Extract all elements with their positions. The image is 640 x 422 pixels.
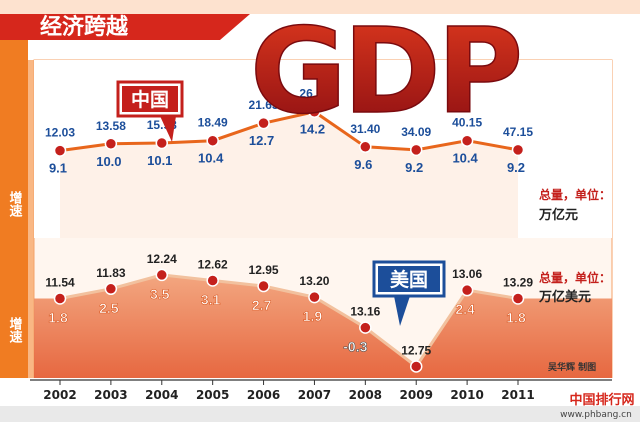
us-growth-label: 1.9 <box>303 308 323 324</box>
china-unit-note: 总量，单位： 万亿元 <box>538 187 611 223</box>
us-point <box>104 282 118 296</box>
header-title: 经济跨越 <box>40 14 129 40</box>
china-point <box>206 134 219 147</box>
china-point <box>460 134 474 147</box>
us-growth-label: 3.1 <box>201 291 221 307</box>
us-point <box>257 279 270 293</box>
china-point <box>308 105 321 118</box>
x-tick-label: 2008 <box>349 388 382 402</box>
china-point <box>359 140 372 154</box>
x-tick-label: 2009 <box>400 388 433 402</box>
us-point <box>155 268 169 282</box>
us-growth-label: -0.3 <box>343 339 367 355</box>
us-total-label: 11.54 <box>45 276 75 290</box>
us-growth-label: 2.4 <box>455 301 475 317</box>
china-total-label: 26.58 <box>299 87 329 101</box>
us-growth-label: 2.5 <box>99 300 119 316</box>
china-growth-label: 12.7 <box>249 133 274 148</box>
china-total-label: 12.03 <box>45 126 75 140</box>
china-point <box>257 116 270 130</box>
us-point <box>511 292 525 305</box>
credit-text: 吴华辉 制图 <box>548 361 596 373</box>
watermark-cn: 中国排行网 <box>569 392 634 408</box>
x-tick-label: 2003 <box>94 388 127 402</box>
china-growth-label: 9.2 <box>405 160 423 175</box>
x-tick-label: 2010 <box>450 388 483 402</box>
china-point <box>53 144 67 157</box>
china-label: 中国 <box>116 80 184 142</box>
us-total-label: 12.75 <box>401 343 431 357</box>
us-growth-area <box>34 274 612 380</box>
us-total-label: 12.95 <box>249 263 279 277</box>
us-unit: 万亿美元 <box>538 289 591 305</box>
us-total-label: 13.16 <box>350 305 380 319</box>
china-point <box>104 137 118 150</box>
us-point <box>206 274 219 287</box>
china-total-label: 总量，单位： <box>539 187 611 202</box>
us-point <box>359 321 372 334</box>
us-total-label: 总量，单位： <box>539 270 611 285</box>
us-series: 11.54 1.8 11.83 2.5 12.24 3.5 12.62 3.1 12.95 2.7… <box>45 252 533 394</box>
x-tick-label: 2011 <box>501 388 534 402</box>
us-unit-note: 总量，单位： 万亿美元 <box>538 270 611 305</box>
x-tick-label: 2004 <box>145 388 178 402</box>
china-growth-label: 9.1 <box>49 161 67 176</box>
us-total-label: 13.29 <box>503 276 533 290</box>
us-total-label: 12.62 <box>198 257 228 271</box>
china-point <box>511 143 525 157</box>
china-point <box>155 136 169 150</box>
us-point <box>460 283 474 297</box>
x-axis-ticks: 2002 2003 2004 2005 2006 2007 2008 2009 2010 2011 <box>43 380 535 402</box>
china-label-text: 中国 <box>131 88 169 111</box>
x-tick-label: 2007 <box>298 388 331 402</box>
us-growth-label: 3.5 <box>150 286 170 302</box>
us-growth-label: 1.8 <box>48 310 68 326</box>
growth-axis-text: 增速 <box>7 316 23 344</box>
us-label-text: 美国 <box>390 268 428 291</box>
china-unit: 万亿元 <box>538 207 578 223</box>
china-line <box>59 110 519 153</box>
china-total-label: 21.63 <box>249 98 279 112</box>
x-tick-label: 2002 <box>43 388 76 402</box>
cn-growth-axis-label: 增速 <box>7 190 23 218</box>
china-series: 12.039.113.5810.015.9810.118.4910.421.63… <box>45 87 533 238</box>
china-growth-label: 10.4 <box>452 151 478 166</box>
us-growth-label: 1.8 <box>506 310 526 326</box>
us-total-label: 13.06 <box>452 267 482 281</box>
china-growth-label: 10.0 <box>96 154 121 169</box>
growth-axis-text: 增速 <box>7 190 23 218</box>
left-axis-bar <box>0 40 28 380</box>
china-total-label: 40.15 <box>452 116 482 130</box>
x-tick-label: 2006 <box>247 388 280 402</box>
china-point <box>409 143 423 157</box>
us-label: 美国 <box>372 260 446 326</box>
china-growth-label: 14.2 <box>300 122 325 137</box>
us-point <box>308 290 321 304</box>
us-line <box>59 273 519 369</box>
us-point <box>409 360 423 373</box>
us-total-label: 13.20 <box>299 274 329 288</box>
china-growth-label: 9.2 <box>507 160 525 175</box>
china-total-label: 47.15 <box>503 125 533 139</box>
title-band <box>0 14 250 40</box>
china-total-label: 31.40 <box>350 122 380 136</box>
us-growth-axis-label: 增速 <box>7 316 23 344</box>
china-total-label: 18.49 <box>198 116 228 130</box>
china-growth-label: 10.1 <box>147 153 172 168</box>
us-point <box>53 292 67 305</box>
watermark-url: www.phbang.cn <box>560 410 632 420</box>
china-total-label: 34.09 <box>401 125 431 139</box>
top-band <box>0 0 640 14</box>
china-growth-label: 10.4 <box>198 151 224 166</box>
us-total-label: 12.24 <box>147 252 177 266</box>
x-tick-label: 2005 <box>196 388 229 402</box>
gdp-big-title: GDP <box>250 2 519 140</box>
china-growth-label: 9.6 <box>354 157 372 172</box>
us-growth-label: 2.7 <box>252 297 272 313</box>
us-total-label: 11.83 <box>96 266 126 280</box>
china-total-label: 13.58 <box>96 119 126 133</box>
